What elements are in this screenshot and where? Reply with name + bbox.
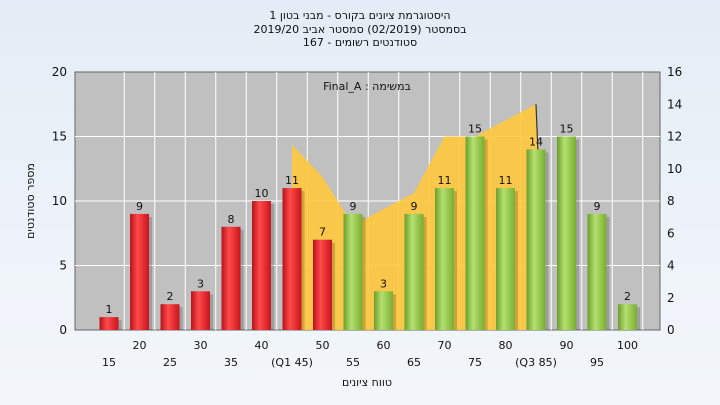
bars — [99, 136, 640, 330]
bar-value-label: 7 — [319, 226, 326, 239]
bar-value-label: 9 — [594, 200, 601, 213]
y-tick-label: 15 — [52, 130, 67, 144]
bar — [496, 188, 518, 330]
y2-tick-label: 10 — [667, 162, 682, 176]
bar — [465, 136, 488, 330]
bar-rect — [99, 317, 119, 330]
bar — [99, 317, 122, 330]
bar — [130, 213, 152, 330]
x-tick-label: 55 — [346, 356, 360, 369]
chart-subtitle: בסמסטר (02/2019) סמסטר אביב 2019/20 — [253, 22, 467, 36]
bar-value-label: 1 — [106, 303, 113, 316]
bar — [282, 188, 305, 330]
bar-value-label: 15 — [468, 123, 482, 136]
bar-value-label: 3 — [380, 277, 387, 290]
y2-axis-ticks: 0 2 4 6 8 10 12 14 16 — [667, 65, 682, 337]
registered-count: סטודנטים רשומים - 167 — [302, 36, 418, 49]
bar-rect — [435, 188, 454, 330]
x-tick-label: 75 — [468, 356, 482, 369]
bar-value-label: 11 — [285, 174, 299, 187]
x-tick-label: 30 — [194, 339, 208, 352]
bar-value-labels: 1 9 2 3 8 10 11 7 9 3 9 11 15 11 14 15 9 2 — [106, 123, 632, 317]
bar-rect — [252, 201, 271, 330]
bar-value-label: 10 — [255, 187, 269, 200]
x-tick-label: (Q3 85) — [515, 356, 557, 369]
chart-title: היסטוגרמת ציונים בקורס - מבני בטון 1 — [269, 9, 451, 22]
task-annotation: במשימה : Final_A — [323, 80, 411, 93]
bar-rect — [496, 188, 515, 330]
bar-rect — [191, 291, 210, 330]
y-tick-label: 5 — [59, 259, 67, 273]
x-tick-label: 70 — [438, 339, 452, 352]
y2-tick-label: 2 — [667, 291, 675, 305]
bar-value-label: 9 — [136, 200, 143, 213]
bar — [404, 213, 427, 330]
bar-rect — [587, 213, 607, 330]
x-tick-label: 60 — [377, 339, 391, 352]
bar-rect — [221, 226, 241, 330]
x-tick-label: 90 — [560, 339, 574, 352]
x-axis-title: טווח ציונים — [342, 376, 392, 389]
bar-rect — [282, 188, 302, 330]
x-axis-ticks: 15 20 25 30 35 40(Q1 45)50 55 60 65 70 75 80(Q3 85)… — [102, 339, 638, 369]
y-tick-label: 20 — [52, 65, 67, 79]
x-tick-label: 15 — [102, 356, 116, 369]
y2-tick-label: 16 — [667, 65, 682, 79]
x-tick-label: 20 — [133, 339, 147, 352]
y2-tick-label: 4 — [667, 259, 675, 273]
bar — [618, 304, 640, 330]
bar-rect — [313, 239, 332, 330]
bar-rect — [160, 304, 180, 330]
bar — [191, 291, 213, 330]
bar-value-label: 14 — [529, 135, 543, 148]
bar-value-label: 15 — [560, 123, 574, 136]
bar-value-label: 9 — [411, 200, 418, 213]
bar — [587, 213, 610, 330]
bar-value-label: 11 — [438, 174, 452, 187]
bar-rect — [618, 304, 637, 330]
bar-value-label: 11 — [499, 174, 513, 187]
y-axis-ticks: 0 5 10 15 20 — [52, 65, 67, 337]
y-tick-label: 10 — [52, 194, 67, 208]
bar-value-label: 2 — [167, 290, 174, 303]
bar-value-label: 9 — [350, 200, 357, 213]
x-tick-label: 100 — [617, 339, 638, 352]
bar — [435, 188, 457, 330]
bar-rect — [404, 213, 424, 330]
y-axis-title: מספר סטודנטים — [24, 163, 37, 239]
bar-value-label: 8 — [228, 213, 235, 226]
bar-value-label: 3 — [197, 277, 204, 290]
bar — [557, 136, 579, 330]
y2-tick-label: 12 — [667, 130, 682, 144]
chart-titles: היסטוגרמת ציונים בקורס - מבני בטון 1 בסמ… — [0, 9, 720, 50]
bar — [160, 304, 183, 330]
y2-tick-label: 8 — [667, 194, 675, 208]
bar-rect — [374, 291, 393, 330]
y-tick-label: 0 — [59, 323, 67, 337]
x-tick-label: 40 — [255, 339, 269, 352]
x-tick-label: 50 — [316, 339, 330, 352]
y2-tick-label: 6 — [667, 226, 675, 240]
bar-value-label: 2 — [624, 290, 631, 303]
y2-tick-label: 14 — [667, 97, 682, 111]
bar — [374, 291, 396, 330]
bar-rect — [343, 213, 363, 330]
y2-tick-label: 0 — [667, 323, 675, 337]
x-tick-label: (Q1 45) — [271, 356, 313, 369]
bar — [526, 149, 549, 330]
bar-rect — [526, 149, 546, 330]
x-tick-label: 80 — [499, 339, 513, 352]
bar-rect — [557, 136, 576, 330]
x-tick-label: 35 — [224, 356, 238, 369]
bar — [252, 201, 274, 330]
bar — [343, 213, 366, 330]
x-tick-label: 65 — [407, 356, 421, 369]
bar — [221, 226, 244, 330]
bar-rect — [465, 136, 485, 330]
bar-rect — [130, 213, 149, 330]
x-tick-label: 25 — [163, 356, 177, 369]
bar — [313, 239, 335, 330]
x-tick-label: 95 — [590, 356, 604, 369]
